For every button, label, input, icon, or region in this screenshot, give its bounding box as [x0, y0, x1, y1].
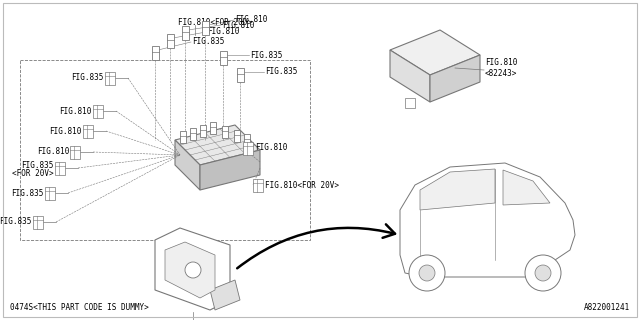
Circle shape: [419, 265, 435, 281]
Polygon shape: [503, 170, 550, 205]
Circle shape: [535, 265, 551, 281]
Bar: [234, 130, 240, 142]
Text: FIG.810: FIG.810: [235, 15, 268, 25]
Bar: [70, 146, 80, 158]
Bar: [33, 215, 43, 228]
Text: FIG.810
<82243>: FIG.810 <82243>: [485, 58, 517, 78]
Bar: [244, 134, 250, 146]
Bar: [200, 125, 206, 137]
Text: FIG.810: FIG.810: [255, 143, 287, 153]
Polygon shape: [405, 98, 415, 108]
Bar: [180, 131, 186, 143]
Circle shape: [409, 255, 445, 291]
Polygon shape: [430, 55, 480, 102]
Bar: [45, 187, 55, 199]
Text: FIG.835: FIG.835: [12, 188, 44, 197]
Polygon shape: [200, 150, 260, 190]
Bar: [105, 71, 115, 84]
Bar: [237, 68, 243, 82]
FancyArrowPatch shape: [237, 224, 395, 268]
Bar: [93, 105, 103, 117]
Text: FIG.810: FIG.810: [222, 20, 254, 29]
Circle shape: [185, 262, 201, 278]
Text: <FOR 20V>: <FOR 20V>: [12, 169, 54, 178]
Text: FIG.810<FOR 20V>: FIG.810<FOR 20V>: [265, 180, 339, 189]
Bar: [166, 34, 173, 48]
Circle shape: [525, 255, 561, 291]
Polygon shape: [420, 169, 495, 210]
Polygon shape: [155, 228, 230, 310]
Text: 0474S<THIS PART CODE IS DUMMY>: 0474S<THIS PART CODE IS DUMMY>: [10, 303, 148, 312]
Text: FIG.810: FIG.810: [50, 126, 82, 135]
Text: FIG.810: FIG.810: [207, 28, 239, 36]
Polygon shape: [390, 30, 480, 75]
Text: FIG.810<FOR 20D>: FIG.810<FOR 20D>: [178, 18, 252, 27]
Polygon shape: [175, 125, 260, 165]
Bar: [210, 122, 216, 134]
Polygon shape: [400, 163, 575, 277]
Bar: [222, 126, 228, 138]
Polygon shape: [175, 140, 200, 190]
Text: FIG.835: FIG.835: [72, 74, 104, 83]
Text: FIG.835: FIG.835: [265, 68, 298, 76]
Bar: [55, 162, 65, 174]
Bar: [83, 124, 93, 138]
Text: FIG.835: FIG.835: [0, 218, 32, 227]
Bar: [253, 179, 263, 191]
Text: FIG.810: FIG.810: [36, 148, 69, 156]
Bar: [220, 51, 227, 65]
Text: FIG.835: FIG.835: [192, 37, 225, 46]
Polygon shape: [210, 280, 240, 310]
Text: FIG.835: FIG.835: [22, 161, 54, 170]
Text: A822001241: A822001241: [584, 303, 630, 312]
Text: FIG.835: FIG.835: [250, 51, 282, 60]
Text: FIG.810: FIG.810: [60, 107, 92, 116]
Polygon shape: [165, 242, 215, 298]
Bar: [243, 141, 253, 155]
Bar: [190, 128, 196, 140]
Bar: [182, 26, 189, 40]
Bar: [202, 21, 209, 35]
Bar: [20, 60, 310, 240]
Polygon shape: [390, 50, 430, 102]
Bar: [152, 46, 159, 60]
